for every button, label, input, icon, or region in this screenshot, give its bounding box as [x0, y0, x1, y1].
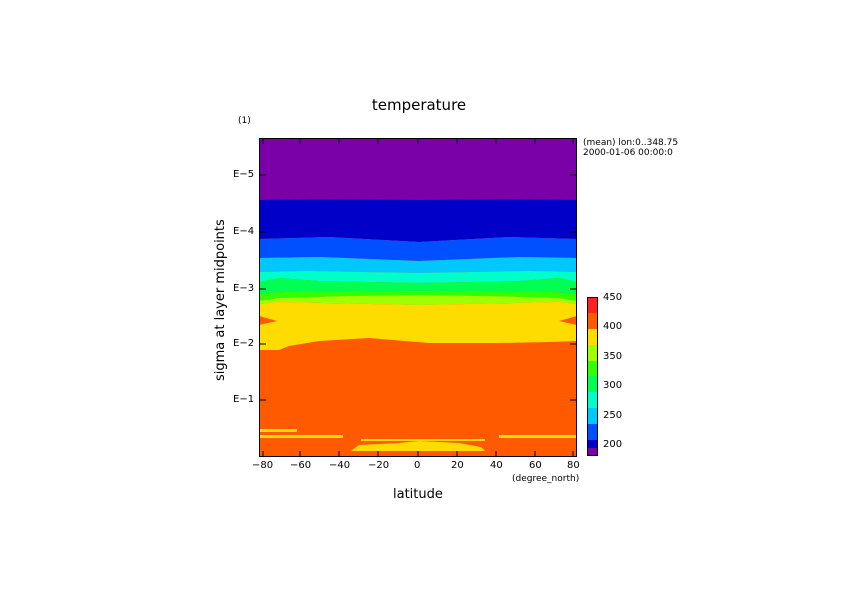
colorbar-label: 200 [603, 439, 623, 450]
x-axis-label: latitude [393, 487, 443, 502]
plot-area [259, 138, 577, 457]
y-tick-label: E−1 [233, 394, 255, 405]
y-tick-label: E−2 [233, 338, 255, 349]
x-tick-label: −60 [290, 460, 312, 471]
colorbar-label: 250 [603, 410, 623, 421]
contour-plot [259, 138, 577, 457]
colorbar-label: 400 [603, 321, 623, 332]
x-tick-label: −40 [329, 460, 351, 471]
y-axis-label: sigma at layer midpoints [213, 219, 228, 381]
colorbar-label: 350 [603, 351, 623, 362]
x-tick-label: 80 [567, 460, 580, 471]
y-tick-label: E−5 [233, 169, 255, 180]
colorbar [587, 297, 598, 456]
x-unit-label: (degree_north) [512, 474, 580, 484]
x-tick-label: 0 [414, 460, 421, 471]
info-line-2: 2000-01-06 00:00:0 [583, 148, 673, 158]
x-tick-label: −20 [368, 460, 390, 471]
y-ticks [259, 174, 577, 401]
x-tick-label: 20 [451, 460, 464, 471]
y-tick-label: E−4 [233, 226, 255, 237]
info-line-1: (mean) lon:0..348.75 [583, 138, 679, 148]
panel-label: (1) [238, 116, 251, 126]
chart-title: temperature [371, 96, 467, 114]
x-tick-label: 40 [490, 460, 503, 471]
x-tick-label: −80 [252, 460, 274, 471]
colorbar-label: 450 [603, 292, 623, 303]
x-ticks [262, 138, 574, 457]
x-tick-label: 60 [529, 460, 542, 471]
colorbar-label: 300 [603, 380, 623, 391]
y-tick-label: E−3 [233, 283, 255, 294]
